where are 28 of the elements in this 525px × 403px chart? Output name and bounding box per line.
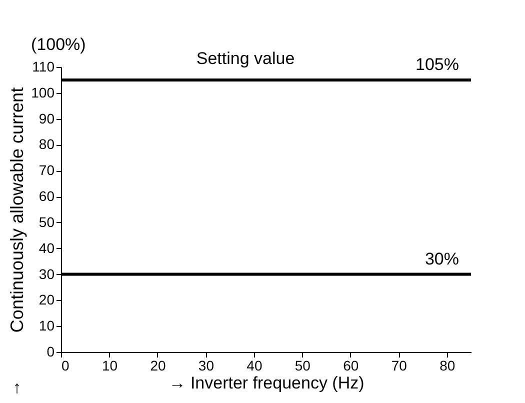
y-tick-label: 110 <box>32 58 55 74</box>
x-tick-label: 80 <box>440 358 456 374</box>
x-tick-label: 20 <box>150 358 166 374</box>
annotation: Setting value <box>196 49 295 68</box>
y-tick-label: 20 <box>38 292 55 308</box>
text: (100%) <box>31 35 86 54</box>
y-tick-label: 90 <box>38 110 55 126</box>
ref-line-label: 105% <box>416 54 459 74</box>
x-tick-label: 30 <box>198 358 214 374</box>
y-tick-label: 40 <box>38 240 55 256</box>
x-tick-label: 70 <box>391 358 408 374</box>
y-tick-label: 100 <box>31 84 55 100</box>
y-tick-label: 80 <box>38 136 55 152</box>
x-tick-label: 60 <box>343 358 359 374</box>
y-tick-label: 60 <box>38 188 55 204</box>
y-tick-label: 10 <box>38 318 55 334</box>
x-tick-label: 10 <box>102 358 118 374</box>
y-tick-label: 30 <box>38 266 55 282</box>
ref-line-label: 30% <box>424 249 459 268</box>
x-axis-title: → Inverter frequency (Hz) <box>168 374 364 392</box>
y-tick-label: 50 <box>38 214 55 230</box>
x-tick-label: 50 <box>294 358 311 374</box>
y-tick-label: 0 <box>46 344 55 360</box>
x-tick-label: 40 <box>246 358 262 374</box>
text: ↑ <box>12 378 22 397</box>
y-tick-label: 70 <box>38 162 55 178</box>
x-tick-label: 0 <box>62 358 70 374</box>
y-axis-title: Continuously allowable current <box>7 87 28 333</box>
